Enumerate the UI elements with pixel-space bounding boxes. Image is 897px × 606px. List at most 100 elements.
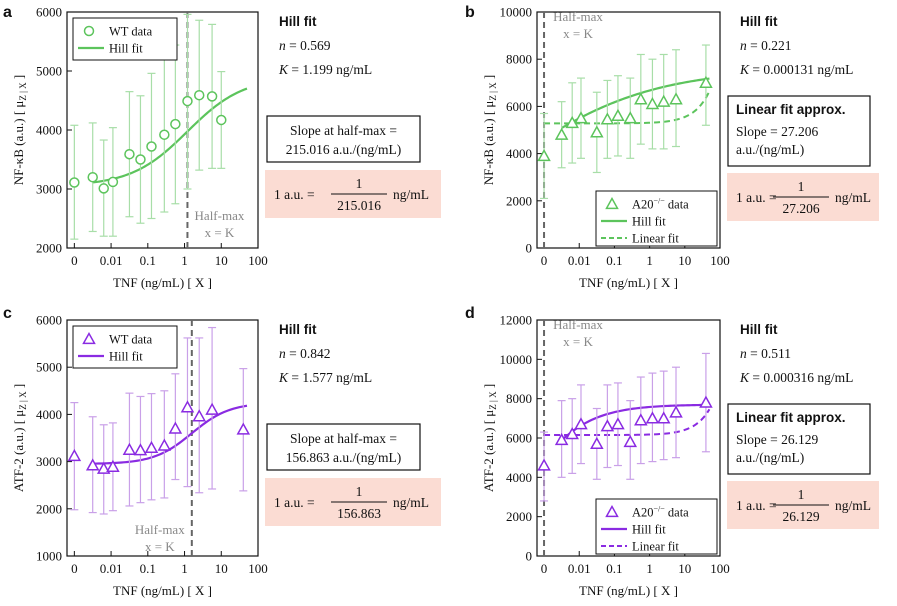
y-tick-label: 2000	[506, 193, 532, 208]
data-point	[146, 141, 157, 152]
y-tick-label: 4000	[506, 146, 532, 161]
half-max-label: x = K	[145, 539, 175, 554]
x-tick-label: 1	[646, 253, 653, 268]
data-point	[107, 176, 119, 188]
hill-k-symbol: K	[278, 370, 289, 385]
x-tick-label: 10	[678, 561, 691, 576]
hill-k-text: K = 0.000316 ng/mL	[739, 370, 853, 385]
data-point	[634, 92, 648, 105]
data-point	[554, 432, 569, 446]
conversion-lhs: 1 a.u. =	[736, 190, 777, 205]
legend-marker	[605, 504, 619, 518]
y-tick-label: 4000	[36, 407, 62, 422]
linear-fit-curve	[544, 408, 711, 437]
hill-n-symbol: n	[279, 38, 286, 53]
slope-line: Slope at half-max =	[290, 431, 397, 446]
y-axis-label-end: ]	[11, 75, 26, 83]
x-tick-label: 0	[541, 253, 548, 268]
conversion-numerator: 1	[356, 176, 363, 191]
data-point	[537, 458, 551, 471]
data-point	[611, 108, 625, 121]
data-point	[656, 94, 671, 107]
legend-data-suffix: data	[665, 198, 689, 212]
x-tick-label: 0	[71, 561, 78, 576]
legend-fit-label: Hill fit	[109, 350, 143, 364]
data-point	[574, 111, 588, 124]
hill-n-value: = 0.842	[286, 346, 331, 361]
hill-k-text: K = 1.199 ng/mL	[278, 62, 372, 77]
hill-k-symbol: K	[739, 370, 750, 385]
y-tick-label: 1000	[36, 549, 62, 564]
half-max-label: x = K	[205, 225, 235, 240]
data-point	[699, 395, 713, 408]
conversion-denominator: 156.863	[337, 506, 381, 521]
data-point	[98, 183, 109, 194]
legend-box	[595, 498, 718, 555]
y-axis-label-main: NF-κB (a.u.) [ μ	[11, 101, 26, 186]
x-tick-label: 100	[248, 253, 268, 268]
hill-n-value: = 0.221	[747, 38, 792, 53]
hill-k-value: = 1.577 ng/mL	[288, 370, 372, 385]
x-tick-label: 0.01	[100, 561, 123, 576]
data-point	[157, 438, 172, 451]
hill-fit-curve	[560, 403, 710, 442]
conversion-numerator: 1	[798, 487, 805, 502]
legend-marker	[605, 196, 619, 210]
y-tick-label: 2000	[506, 509, 532, 524]
hill-n-text: n = 0.221	[740, 38, 792, 53]
legend-fit-label: Hill fit	[632, 523, 666, 537]
hill-k-symbol: K	[278, 62, 289, 77]
y-axis-label-end: ]	[481, 384, 496, 392]
hill-fit-title: Hill fit	[279, 322, 317, 337]
data-point	[656, 411, 671, 424]
legend-linear-label: Linear fit	[632, 232, 679, 246]
legend-data-label: A20−/− data	[632, 505, 689, 520]
slope-box	[727, 95, 871, 167]
panel-letter: d	[465, 305, 475, 322]
hill-fit-title: Hill fit	[279, 14, 317, 29]
x-tick-label: 0.01	[100, 253, 123, 268]
legend-fit-label: Hill fit	[109, 42, 143, 56]
half-max-label: Half-max	[553, 317, 603, 332]
slope-line: a.u./(ng/mL)	[736, 450, 804, 465]
data-point	[216, 114, 227, 126]
x-tick-label: 1	[181, 253, 188, 268]
data-point	[565, 427, 579, 440]
legend-data-sup: −/−	[654, 505, 666, 514]
hill-k-value: = 0.000316 ng/mL	[749, 370, 853, 385]
y-axis-label: ATF-2 (a.u.) [ μZ | X ]	[11, 384, 28, 492]
y-tick-label: 4000	[36, 123, 62, 138]
slope-line: Slope = 27.206	[736, 124, 818, 139]
hill-n-symbol: n	[740, 346, 747, 361]
hill-n-value: = 0.569	[286, 38, 331, 53]
data-point	[182, 95, 193, 107]
legend-data-label: WT data	[109, 25, 153, 39]
data-point	[168, 421, 183, 434]
legend-data-text: A20	[632, 506, 654, 520]
linear-fit-title: Linear fit approx.	[736, 102, 846, 117]
y-axis-label: ATF-2 (a.u.) [ μZ | X ]	[481, 384, 498, 492]
data-point	[133, 443, 148, 456]
legend-data-text: WT data	[109, 25, 153, 39]
y-tick-label: 2000	[36, 501, 62, 516]
legend-marker	[82, 331, 96, 345]
slope-line: Slope at half-max =	[290, 123, 397, 138]
y-tick-label: 4000	[506, 470, 532, 485]
x-tick-label: 1	[646, 561, 653, 576]
y-axis-label-sub: Z | X	[488, 391, 498, 410]
x-tick-label: 10	[215, 253, 228, 268]
x-tick-label: 0	[541, 561, 548, 576]
data-point	[669, 405, 683, 418]
conversion-denominator: 27.206	[782, 201, 819, 216]
data-point	[699, 75, 713, 88]
hill-k-text: K = 0.000131 ng/mL	[739, 62, 853, 77]
y-axis-label-sub: Z | X	[18, 82, 28, 101]
x-tick-label: 0.1	[606, 561, 622, 576]
legend-marker	[83, 25, 95, 37]
slope-box	[266, 115, 421, 163]
data-point	[574, 417, 588, 430]
y-tick-label: 0	[526, 549, 533, 564]
hill-fit-curve	[561, 77, 710, 129]
data-point	[122, 442, 137, 455]
